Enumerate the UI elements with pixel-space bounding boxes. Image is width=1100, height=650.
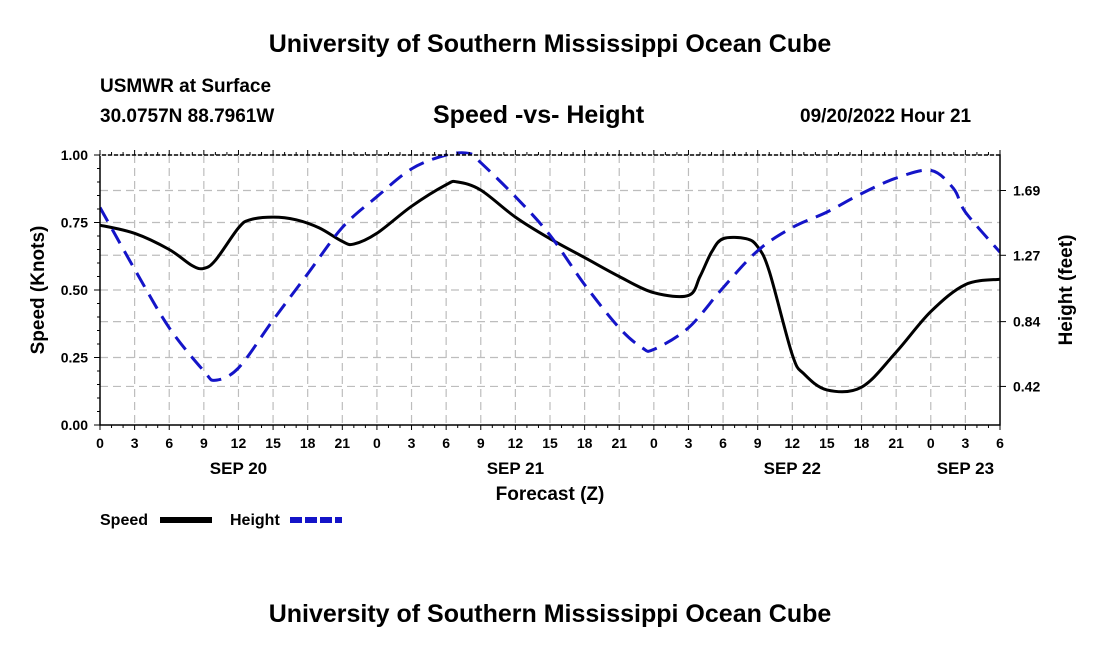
x-tick-label: 0 bbox=[373, 435, 381, 451]
series-layer bbox=[100, 151, 1000, 394]
series-speed-line bbox=[100, 179, 1000, 394]
x-tick-label: 18 bbox=[300, 435, 316, 451]
x-axis-label: Forecast (Z) bbox=[496, 484, 605, 505]
legend-label-speed: Speed bbox=[100, 512, 148, 529]
series-height-line bbox=[100, 151, 1000, 382]
x-tick-label: 18 bbox=[854, 435, 870, 451]
x-tick-label: 21 bbox=[335, 435, 351, 451]
y-left-tick-label: 0.75 bbox=[61, 215, 88, 231]
date-label: SEP 20 bbox=[210, 459, 267, 478]
labels-layer: 0 3 6 9 12 15 18 21 0 3 6 9 12 15 18 21 0 3 6 9 12 15 18 21 0 3 6S… bbox=[28, 147, 1077, 505]
x-tick-label: 3 bbox=[131, 435, 139, 451]
station-name: USMWR at Surface bbox=[100, 76, 272, 97]
x-tick-label: 18 bbox=[577, 435, 593, 451]
x-tick-label: 3 bbox=[685, 435, 693, 451]
x-tick-label: 21 bbox=[611, 435, 627, 451]
page-title: University of Southern Mississippi Ocean… bbox=[268, 30, 832, 58]
chart-title: Speed -vs- Height bbox=[433, 101, 645, 129]
footer-title: University of Southern Mississippi Ocean… bbox=[268, 600, 832, 628]
x-tick-label: 12 bbox=[785, 435, 801, 451]
date-label: SEP 21 bbox=[487, 459, 544, 478]
x-tick-label: 9 bbox=[754, 435, 762, 451]
y-right-tick-label: 1.27 bbox=[1013, 247, 1040, 263]
date-label: SEP 22 bbox=[764, 459, 821, 478]
x-tick-label: 0 bbox=[927, 435, 935, 451]
y-right-tick-label: 0.84 bbox=[1013, 314, 1040, 330]
station-coordinates: 30.0757N 88.7961W bbox=[100, 106, 275, 127]
y-right-tick-label: 0.42 bbox=[1013, 378, 1040, 394]
axes-layer bbox=[94, 150, 1006, 430]
x-tick-label: 15 bbox=[265, 435, 281, 451]
forecast-timestamp: 09/20/2022 Hour 21 bbox=[800, 106, 972, 127]
x-tick-label: 9 bbox=[200, 435, 208, 451]
grid-layer bbox=[100, 155, 1000, 425]
x-tick-label: 0 bbox=[650, 435, 658, 451]
y-left-tick-label: 0.50 bbox=[61, 282, 88, 298]
y-left-axis-label: Speed (Knots) bbox=[28, 226, 49, 355]
y-left-tick-label: 0.25 bbox=[61, 350, 88, 366]
y-right-axis-label: Height (feet) bbox=[1056, 235, 1077, 346]
x-tick-label: 6 bbox=[719, 435, 727, 451]
legend-label-height: Height bbox=[230, 512, 280, 529]
x-tick-label: 6 bbox=[996, 435, 1004, 451]
date-label: SEP 23 bbox=[937, 459, 994, 478]
x-tick-label: 0 bbox=[96, 435, 104, 451]
x-tick-label: 12 bbox=[508, 435, 524, 451]
y-left-tick-label: 1.00 bbox=[61, 147, 88, 163]
x-tick-label: 12 bbox=[231, 435, 247, 451]
x-tick-label: 15 bbox=[819, 435, 835, 451]
y-right-tick-label: 1.69 bbox=[1013, 182, 1040, 198]
legend: Speed Height bbox=[100, 512, 342, 529]
x-tick-label: 3 bbox=[961, 435, 969, 451]
x-tick-label: 9 bbox=[477, 435, 485, 451]
x-tick-label: 15 bbox=[542, 435, 558, 451]
x-tick-label: 21 bbox=[888, 435, 904, 451]
x-tick-label: 6 bbox=[442, 435, 450, 451]
y-left-tick-label: 0.00 bbox=[61, 417, 88, 433]
x-tick-label: 6 bbox=[165, 435, 173, 451]
x-tick-label: 3 bbox=[408, 435, 416, 451]
